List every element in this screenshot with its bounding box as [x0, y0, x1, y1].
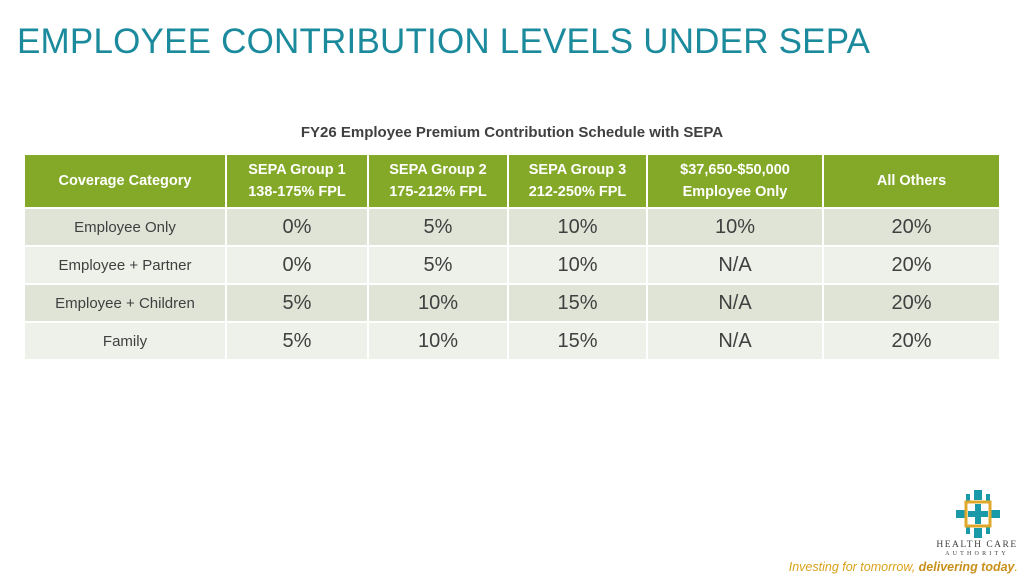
coverage-category-cell: Employee + Children: [25, 284, 227, 323]
header-sepa-group-3: SEPA Group 3 212-250% FPL: [508, 155, 648, 209]
logo-name: HEALTH CARE: [936, 540, 1018, 550]
contribution-schedule-table: Coverage Category SEPA Group 1 138-175% …: [25, 155, 999, 361]
header-line: Coverage Category: [58, 173, 192, 189]
value-cell: 5%: [368, 208, 509, 247]
value-cell: 10%: [368, 322, 509, 361]
value-cell: 5%: [226, 322, 369, 361]
value-cell: 10%: [368, 284, 509, 323]
value-cell: 0%: [226, 246, 369, 285]
value-cell: 10%: [508, 246, 648, 285]
value-cell: 20%: [823, 284, 999, 323]
table-caption: FY26 Employee Premium Contribution Sched…: [300, 124, 724, 141]
tagline-part-1: Investing for tomorrow,: [788, 560, 919, 574]
header-all-others: All Others: [823, 155, 999, 209]
value-cell: 20%: [823, 246, 999, 285]
coverage-category-cell: Employee + Partner: [25, 246, 227, 285]
table-row: Employee + Children 5% 10% 15% N/A 20%: [25, 284, 999, 323]
header-line: All Others: [876, 173, 947, 189]
value-cell: 10%: [508, 208, 648, 247]
logo-wordmark: HEALTH CARE AUTHORITY: [930, 540, 1024, 557]
header-subline: 212-250% FPL: [528, 184, 627, 200]
table-header-row: Coverage Category SEPA Group 1 138-175% …: [25, 155, 999, 209]
slide-title: EMPLOYEE CONTRIBUTION LEVELS UNDER SEPA: [17, 22, 871, 61]
header-line: SEPA Group 2: [389, 162, 487, 178]
coverage-category-cell: Employee Only: [25, 208, 227, 247]
value-cell: 10%: [647, 208, 824, 247]
header-coverage-category: Coverage Category: [25, 155, 227, 209]
value-cell: 5%: [226, 284, 369, 323]
header-sepa-group-2: SEPA Group 2 175-212% FPL: [368, 155, 509, 209]
zia-sun-cross-icon: [956, 490, 1000, 538]
tagline-part-3: .: [1014, 560, 1018, 574]
header-subline: Employee Only: [682, 184, 788, 200]
header-sepa-group-1: SEPA Group 1 138-175% FPL: [226, 155, 369, 209]
table-row: Employee Only 0% 5% 10% 10% 20%: [25, 208, 999, 247]
value-cell: N/A: [647, 322, 824, 361]
value-cell: N/A: [647, 284, 824, 323]
logo-subtitle: AUTHORITY: [945, 551, 1009, 557]
value-cell: 15%: [508, 284, 648, 323]
value-cell: 5%: [368, 246, 509, 285]
value-cell: 15%: [508, 322, 648, 361]
header-salary-band: $37,650-$50,000 Employee Only: [647, 155, 824, 209]
value-cell: N/A: [647, 246, 824, 285]
header-line: SEPA Group 3: [528, 162, 627, 178]
header-subline: 138-175% FPL: [248, 184, 346, 200]
tagline: Investing for tomorrow, delivering today…: [789, 560, 1018, 574]
header-line: $37,650-$50,000: [680, 162, 790, 178]
coverage-category-cell: Family: [25, 322, 227, 361]
table-row: Employee + Partner 0% 5% 10% N/A 20%: [25, 246, 999, 285]
header-line: SEPA Group 1: [248, 162, 346, 178]
value-cell: 20%: [823, 322, 999, 361]
tagline-part-2: delivering today: [918, 560, 1015, 574]
value-cell: 20%: [823, 208, 999, 247]
table-row: Family 5% 10% 15% N/A 20%: [25, 322, 999, 361]
value-cell: 0%: [226, 208, 369, 247]
hca-logo: [934, 488, 1022, 558]
header-subline: 175-212% FPL: [389, 184, 487, 200]
